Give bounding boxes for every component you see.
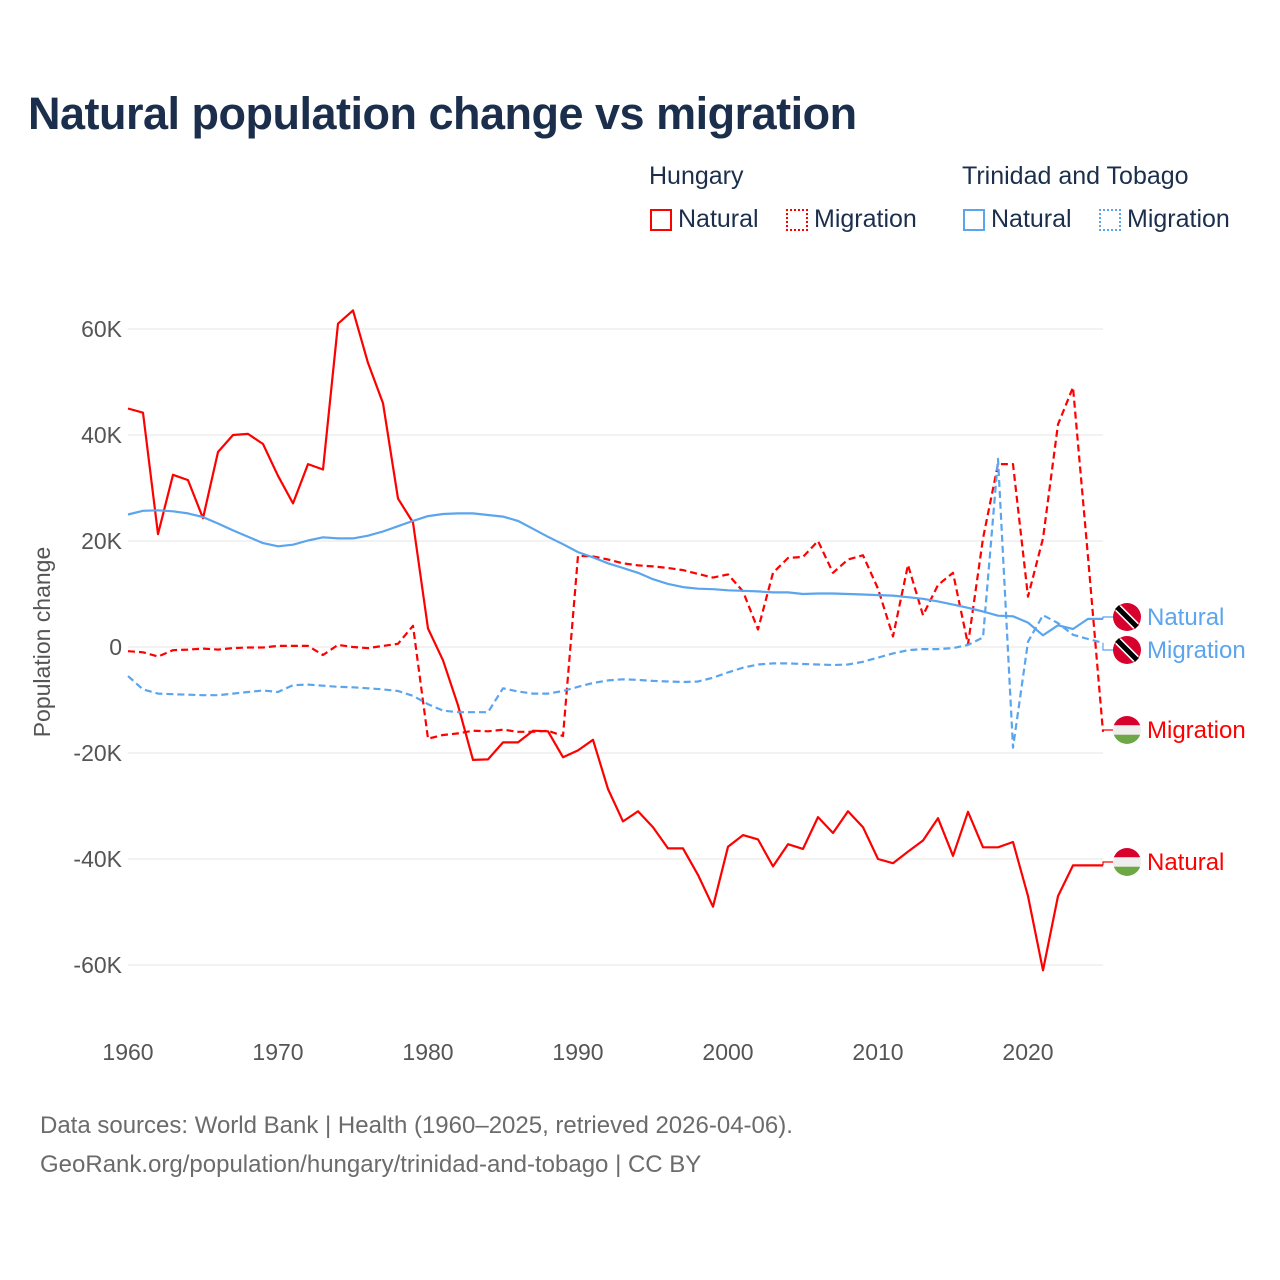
legend-swatch: [1099, 208, 1121, 231]
hungary-flag-icon: [1113, 848, 1141, 858]
series-line-trinidad-and-tobago-migration: [127, 457, 1104, 749]
source-link[interactable]: GeoRank.org/population/hungary/trinidad-…: [40, 1151, 702, 1178]
x-tick-label: 2000: [702, 1039, 753, 1065]
chart-title: Natural population change vs migration: [28, 88, 857, 139]
hungary-flag-icon: [1113, 734, 1141, 744]
x-tick-label: 1960: [102, 1039, 153, 1065]
y-tick-label: -60K: [73, 952, 122, 978]
leader-line: [1102, 861, 1113, 866]
legend-hungary-migration[interactable]: Migration: [786, 205, 917, 234]
legend-swatch: [786, 208, 808, 231]
x-tick-label: 1970: [252, 1039, 303, 1065]
legend-label: Natural: [678, 205, 759, 233]
series-end-label: Natural: [1147, 849, 1224, 876]
series-end-label: Migration: [1147, 717, 1246, 744]
leader-line: [1102, 642, 1113, 651]
x-tick-label: 1990: [552, 1039, 603, 1065]
legend-swatch: [963, 208, 985, 231]
x-tick-label: 2010: [852, 1039, 903, 1065]
y-tick-label: -20K: [73, 740, 122, 766]
legend-hungary-natural[interactable]: Natural: [650, 205, 759, 234]
y-axis-label: Population change: [29, 547, 55, 738]
legend-group-hungary: Hungary: [649, 162, 744, 190]
legend-tt-migration[interactable]: Migration: [1099, 205, 1230, 234]
legend-swatch: [650, 208, 672, 231]
hungary-flag-icon: [1113, 725, 1141, 735]
legend-group-trinidad: Trinidad and Tobago: [962, 162, 1189, 190]
footer: Data sources: World Bank | Health (1960–…: [40, 1106, 793, 1184]
series-line-hungary-migration: [127, 386, 1105, 740]
legend-label: Natural: [991, 205, 1072, 233]
hungary-flag-icon: [1113, 857, 1141, 867]
y-tick-label: -40K: [73, 846, 122, 872]
y-tick-label: 0: [109, 634, 122, 660]
y-tick-label: 40K: [81, 422, 123, 448]
x-tick-label: 2020: [1002, 1039, 1053, 1065]
series-line-hungary-natural: [127, 309, 1103, 972]
legend-label: Migration: [814, 205, 917, 233]
trinidad-flag-icon: [1115, 638, 1139, 662]
series-line-trinidad-and-tobago-natural: [127, 509, 1103, 637]
y-tick-label: 20K: [81, 528, 123, 554]
y-tick-label: 60K: [81, 316, 123, 342]
hungary-flag-icon: [1113, 866, 1141, 876]
hungary-flag-icon: [1113, 716, 1141, 726]
source-text: Data sources: World Bank | Health (1960–…: [40, 1112, 793, 1139]
legend-label: Migration: [1127, 205, 1230, 233]
x-tick-label: 1980: [402, 1039, 453, 1065]
legend-tt-natural[interactable]: Natural: [963, 205, 1072, 234]
leader-line: [1102, 616, 1113, 619]
trinidad-flag-icon: [1115, 605, 1139, 629]
series-end-label: Migration: [1147, 637, 1246, 664]
leader-line: [1102, 729, 1113, 732]
series-end-label: Natural: [1147, 604, 1224, 631]
